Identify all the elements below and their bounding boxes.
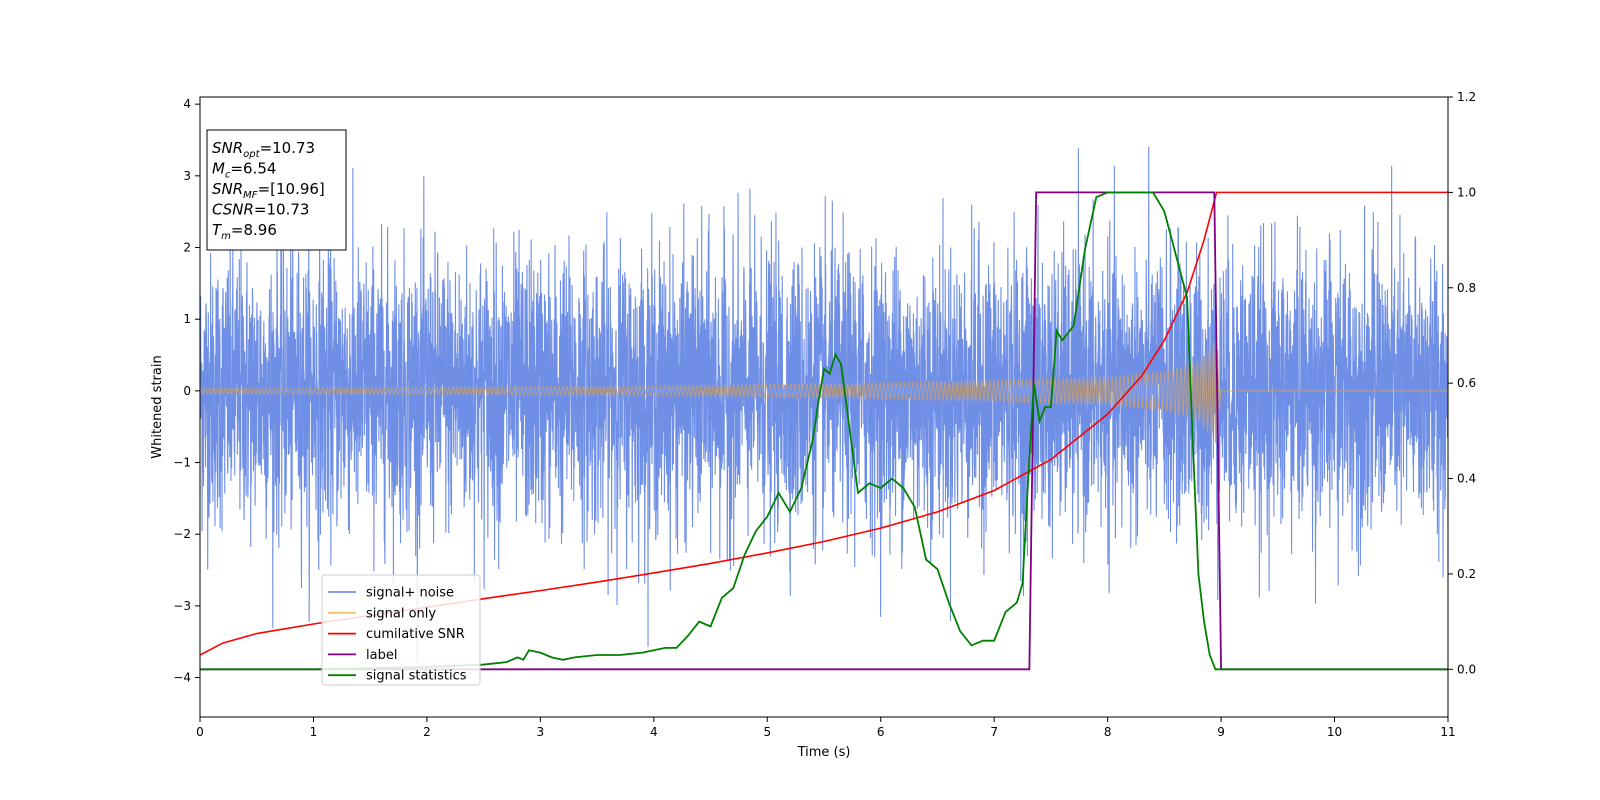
info-line: SNRopt=10.73: [212, 139, 315, 160]
series-signal-only: [200, 341, 1448, 444]
y-right-tick-label: 0.4: [1457, 472, 1476, 486]
y-left-tick-label: 3: [183, 169, 191, 183]
plot-frame: [199, 96, 1449, 718]
x-tick-label: 8: [1104, 725, 1112, 739]
legend-label: label: [366, 648, 397, 663]
y-axis-left: 4 3 2 1 0 −1 −2 −3 −4: [173, 97, 200, 685]
legend-item: cumilative SNR: [328, 627, 465, 642]
y-left-tick-label: 1: [183, 312, 191, 326]
y-right-tick-label: 0.2: [1457, 567, 1476, 581]
legend-label: signal only: [366, 606, 436, 621]
legend-item: signal only: [328, 606, 436, 621]
y-right-tick-label: 1.2: [1457, 90, 1476, 104]
info-line: Mc=6.54: [212, 160, 276, 181]
x-tick-label: 10: [1327, 725, 1342, 739]
info-box: SNRopt=10.73Mc=6.54SNRMF=[10.96]CSNR=10.…: [206, 129, 347, 251]
x-tick-label: 0: [196, 725, 204, 739]
x-axis-label: Time (s): [797, 745, 851, 760]
y-right-tick-label: 1.0: [1457, 185, 1476, 199]
x-tick-label: 11: [1440, 725, 1455, 739]
x-tick-label: 2: [423, 725, 431, 739]
y-left-tick-label: −2: [173, 527, 191, 541]
legend-label: cumilative SNR: [366, 627, 465, 642]
series-signal-noise: [200, 146, 1448, 665]
y-left-tick-label: 2: [183, 241, 191, 255]
x-tick-label: 9: [1217, 725, 1225, 739]
info-line: Tm=8.96: [212, 221, 277, 242]
y-axis-right: 1.2 1.0 0.8 0.6 0.4 0.2 0.0: [1448, 90, 1476, 676]
x-tick-label: 4: [650, 725, 658, 739]
y-right-tick-label: 0.6: [1457, 376, 1476, 390]
legend-label: signal+ noise: [366, 586, 454, 601]
x-tick-label: 6: [877, 725, 885, 739]
x-tick-label: 1: [310, 725, 318, 739]
info-line: CSNR=10.73: [212, 201, 309, 219]
x-tick-label: 3: [537, 725, 545, 739]
legend: signal+ noise signal only cumilative SNR la…: [321, 574, 481, 686]
y-left-tick-label: 4: [183, 97, 191, 111]
legend-item: signal+ noise: [328, 586, 454, 601]
series-signal-statistics: [200, 191, 1448, 671]
y-left-tick-label: −4: [173, 671, 191, 685]
y-left-tick-label: −1: [173, 456, 191, 470]
x-tick-label: 5: [763, 725, 771, 739]
y-right-tick-label: 0.0: [1457, 662, 1476, 676]
y-right-tick-label: 0.8: [1457, 281, 1476, 295]
y-left-tick-label: 0: [183, 384, 191, 398]
legend-item: signal statistics: [328, 669, 467, 684]
y-axis-label: Whitened strain: [150, 355, 165, 458]
legend-item: label: [328, 648, 397, 663]
x-axis: 0 1 2 3 4 5 6 7 8 9 10 11: [196, 717, 1456, 739]
legend-label: signal statistics: [366, 669, 467, 684]
info-line: SNRMF=[10.96]: [212, 180, 325, 201]
y-left-tick-label: −3: [173, 599, 191, 613]
x-tick-label: 7: [990, 725, 998, 739]
